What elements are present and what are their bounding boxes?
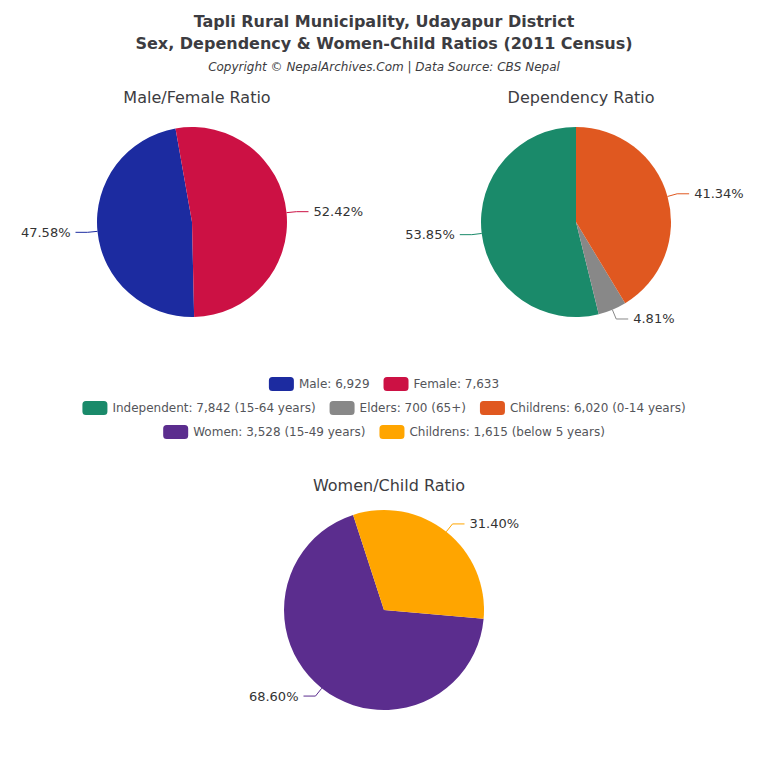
svg-text:68.60%: 68.60% <box>249 689 299 704</box>
svg-text:52.42%: 52.42% <box>313 204 363 219</box>
svg-text:Sex, Dependency & Women-Child: Sex, Dependency & Women-Child Ratios (20… <box>135 34 632 53</box>
svg-text:Childrens: 1,615 (below 5 year: Childrens: 1,615 (below 5 years) <box>409 425 604 439</box>
svg-text:Male/Female Ratio: Male/Female Ratio <box>123 88 270 107</box>
svg-text:Female: 7,633: Female: 7,633 <box>414 377 500 391</box>
svg-text:47.58%: 47.58% <box>21 225 71 240</box>
svg-text:41.34%: 41.34% <box>694 186 744 201</box>
svg-text:Male: 6,929: Male: 6,929 <box>299 377 370 391</box>
svg-text:Elders: 700 (65+): Elders: 700 (65+) <box>360 401 466 415</box>
svg-text:Women/Child Ratio: Women/Child Ratio <box>313 476 465 495</box>
svg-text:31.40%: 31.40% <box>470 516 520 531</box>
svg-text:Childrens: 6,020 (0-14 years): Childrens: 6,020 (0-14 years) <box>510 401 686 415</box>
svg-text:Copyright © NepalArchives.Com: Copyright © NepalArchives.Com | Data Sou… <box>208 60 560 74</box>
svg-text:4.81%: 4.81% <box>633 311 674 326</box>
svg-text:Dependency Ratio: Dependency Ratio <box>508 88 655 107</box>
svg-text:Women: 3,528 (15-49 years): Women: 3,528 (15-49 years) <box>193 425 365 439</box>
svg-text:Independent: 7,842 (15-64 year: Independent: 7,842 (15-64 years) <box>112 401 315 415</box>
svg-text:53.85%: 53.85% <box>405 227 455 242</box>
svg-text:Tapli Rural Municipality, Uday: Tapli Rural Municipality, Udayapur Distr… <box>194 12 575 31</box>
